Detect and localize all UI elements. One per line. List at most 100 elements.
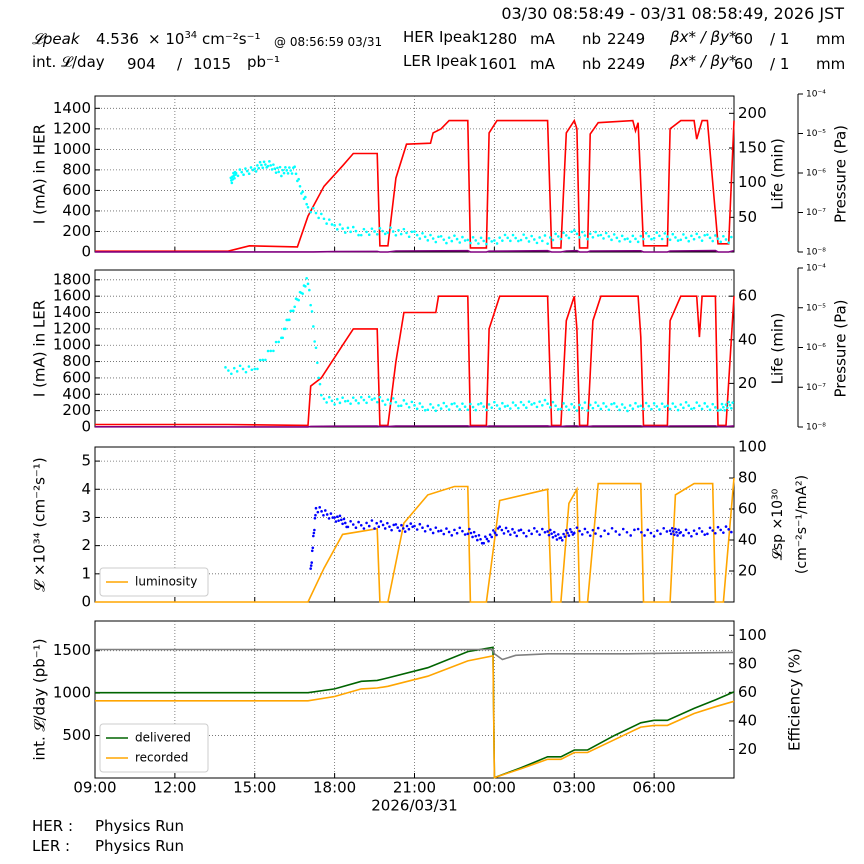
y2-tick-label: 200 <box>738 104 767 122</box>
specific_lumi-point <box>431 531 435 535</box>
specific_lumi-point <box>552 530 556 534</box>
specific_lumi-point <box>621 527 625 531</box>
specific_lumi-point <box>493 531 497 534</box>
nb-ler-label: nb <box>582 55 602 73</box>
time-range: 03/30 08:58:49 - 03/31 08:58:49, 2026 JS… <box>501 4 844 23</box>
specific_lumi-point <box>492 529 495 532</box>
pressure-point <box>644 401 648 405</box>
pressure-point <box>461 402 464 405</box>
pressure-point <box>495 242 499 245</box>
pressure-point <box>583 234 587 237</box>
pressure-point <box>383 403 387 406</box>
pressure-point <box>253 167 257 170</box>
specific_lumi-point <box>381 523 385 527</box>
specific_lumi-point <box>474 534 478 538</box>
pressure-point <box>511 401 515 404</box>
specific_lumi-point <box>485 537 489 541</box>
pressure-point <box>434 240 438 244</box>
y2-tick-label: 20 <box>738 374 757 392</box>
specific_lumi-point <box>479 537 482 541</box>
pressure-point <box>431 406 435 409</box>
pressure-point <box>728 403 732 407</box>
specific_lumi-point <box>339 518 343 522</box>
specific_lumi-point <box>482 541 486 545</box>
pressure-point <box>727 241 730 244</box>
pressure-point <box>722 405 725 409</box>
pressure-point <box>333 403 336 406</box>
pressure-point <box>711 239 714 243</box>
specific_lumi-point <box>409 522 413 525</box>
pressure-point <box>266 164 270 168</box>
specific_lumi-point <box>580 533 584 536</box>
pressure-point <box>415 233 419 237</box>
y-tick-label: 1400 <box>53 303 91 321</box>
pressure-point <box>618 239 621 243</box>
pressure-point <box>288 318 291 322</box>
specific_lumi-point <box>560 538 564 542</box>
specific_lumi-point <box>669 532 673 536</box>
pressure-point <box>461 235 464 239</box>
pressure-point <box>639 404 643 408</box>
specific_lumi-point <box>682 534 685 537</box>
specific_lumi-point <box>575 526 579 529</box>
specific_lumi-point <box>673 533 676 536</box>
pressure-point <box>410 230 414 234</box>
y-tick-label: 500 <box>62 726 91 744</box>
pressure-point <box>325 222 328 225</box>
specific_lumi-point <box>649 531 653 535</box>
pressure-point <box>533 401 536 405</box>
specific_lumi-point <box>662 526 666 530</box>
specific_lumi-point <box>495 533 498 537</box>
y2-tick-label: 60 <box>738 683 757 701</box>
pressure-point <box>282 171 286 175</box>
pressure-point <box>506 404 509 408</box>
x-tick-label: 18:00 <box>313 779 356 797</box>
pressure-point <box>455 405 459 408</box>
pressure-point <box>258 160 262 164</box>
specific_lumi-point <box>670 526 674 530</box>
pressure-point <box>570 402 573 406</box>
pressure-point <box>692 237 696 241</box>
pressure-point <box>636 240 640 244</box>
lpeak-exponent: 34 <box>184 30 198 41</box>
specific_lumi-point <box>543 530 547 534</box>
specific_lumi-point <box>343 521 347 525</box>
beta-her-unit: mm <box>816 30 846 48</box>
pressure-point <box>628 404 632 407</box>
y-tick-label: 0 <box>81 593 91 611</box>
pressure-point <box>663 232 667 235</box>
pressure-point <box>421 232 424 235</box>
specific_lumi-point <box>633 528 636 532</box>
pressure-point <box>437 235 440 239</box>
pressure-point <box>623 237 627 241</box>
y-tick-label: 800 <box>62 352 91 370</box>
pressure-point <box>596 404 600 408</box>
header: 03/30 08:58:49 - 03/31 08:58:49, 2026 JS… <box>0 0 864 90</box>
pressure-point <box>389 226 392 229</box>
pressure-point <box>490 240 494 243</box>
pressure-point <box>503 405 507 408</box>
pressure-point <box>442 401 446 405</box>
specific_lumi-point <box>439 529 443 532</box>
pressure-point <box>525 406 528 409</box>
pressure-point <box>658 408 661 411</box>
specific_lumi-point <box>413 524 416 528</box>
lpeak-time: @ 08:56:59 03/31 <box>274 35 383 49</box>
x-tick-label: 06:00 <box>633 779 676 797</box>
y2-axis-label: 𝓛sp ×10³⁰ <box>770 488 786 560</box>
pressure-point <box>405 402 408 406</box>
pressure-point <box>230 181 234 185</box>
pressure-tick-label: 10⁻⁷ <box>806 383 826 393</box>
pressure-point <box>276 166 279 170</box>
pressure-point <box>247 172 251 175</box>
pressure-point <box>466 238 470 242</box>
x-tick-label: 12:00 <box>153 779 196 797</box>
efficiency-line <box>95 648 735 661</box>
pressure-point <box>383 232 387 236</box>
specific_lumi-point <box>708 526 712 530</box>
pressure-point <box>370 398 374 401</box>
pressure-point <box>714 406 717 409</box>
pressure-point <box>407 235 411 239</box>
pressure-point <box>466 408 470 412</box>
pressure-point <box>642 407 645 411</box>
